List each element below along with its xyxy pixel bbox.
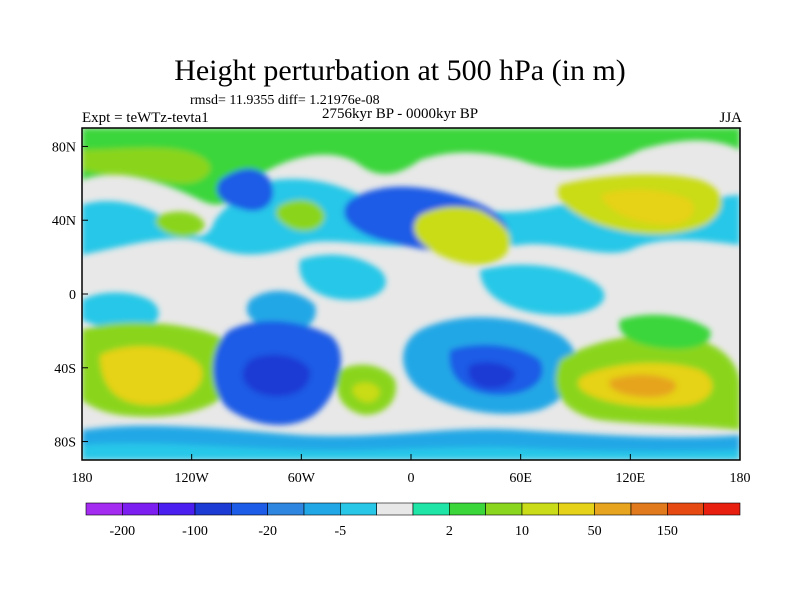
colorbar-swatch (703, 502, 741, 516)
y-axis: 80N 40N 0 40S 80S (52, 140, 88, 451)
colorbar-label: -100 (182, 524, 208, 539)
colorbar: -200 -100 -20 -5 2 10 50 150 (85, 502, 741, 539)
y-tick-label: 80S (54, 436, 76, 451)
colorbar-swatch (194, 502, 232, 516)
colorbar-swatch (412, 502, 450, 516)
x-axis: 180 120W 60W 0 60E 120E 180 (72, 454, 751, 486)
stats-line: rmsd= 11.9355 diff= 1.21976e-08 (190, 93, 380, 108)
colorbar-swatch (667, 502, 704, 516)
colorbar-label: 10 (515, 524, 529, 539)
y-tick-label: 40N (52, 214, 76, 229)
colorbar-swatch (267, 502, 305, 516)
x-tick-label: 120E (616, 471, 646, 486)
x-tick-label: 180 (730, 471, 751, 486)
colorbar-swatch (630, 502, 668, 516)
colorbar-swatch (122, 502, 159, 516)
colorbar-swatch (449, 502, 486, 516)
colorbar-swatch (485, 502, 523, 516)
colorbar-swatch (231, 502, 268, 516)
x-tick-label: 120W (175, 471, 210, 486)
colorbar-swatch (85, 502, 123, 516)
x-tick-label: 60W (288, 471, 316, 486)
colorbar-swatch (303, 502, 341, 516)
x-tick-label: 180 (72, 471, 93, 486)
experiment-label: Expt = teWTz-tevta1 (82, 110, 209, 126)
period-label: 2756kyr BP - 0000kyr BP (322, 106, 479, 122)
colorbar-label: -20 (258, 524, 277, 539)
x-tick-label: 60E (509, 471, 532, 486)
colorbar-label: 50 (588, 524, 602, 539)
y-tick-label: 0 (69, 288, 76, 303)
colorbar-swatch (521, 502, 559, 516)
y-tick-label: 40S (54, 362, 76, 377)
contour-field (82, 128, 740, 460)
colorbar-label: -200 (109, 524, 135, 539)
colorbar-label: 2 (446, 524, 453, 539)
colorbar-swatch (376, 502, 414, 516)
colorbar-label: -5 (334, 524, 346, 539)
colorbar-swatch (558, 502, 595, 516)
y-tick-label: 80N (52, 140, 76, 155)
plot-title: Height perturbation at 500 hPa (in m) (174, 54, 626, 87)
x-tick-label: 0 (408, 471, 415, 486)
season-label: JJA (719, 110, 742, 126)
colorbar-swatch (594, 502, 632, 516)
colorbar-swatch (340, 502, 377, 516)
colorbar-label: 150 (657, 524, 678, 539)
colorbar-swatch (158, 502, 196, 516)
